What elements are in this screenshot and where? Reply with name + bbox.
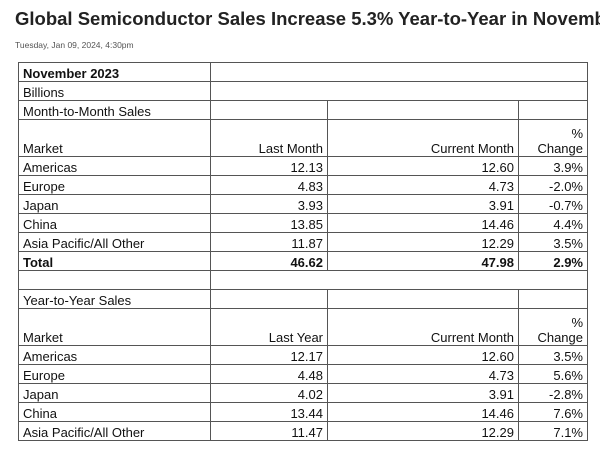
table-cell: 3.93: [210, 194, 328, 214]
table-row: Europe 4.83 4.73 -2.0%: [18, 175, 588, 195]
table-cell: Current Month: [327, 119, 519, 157]
table-cell: 13.44: [210, 402, 328, 422]
table-cell: 4.4%: [518, 213, 588, 233]
table-cell: 3.9%: [518, 156, 588, 176]
table-cell: 7.6%: [518, 402, 588, 422]
table-cell: 4.02: [210, 383, 328, 403]
table-row: Japan 3.93 3.91 -0.7%: [18, 194, 588, 214]
table-row: Americas 12.13 12.60 3.9%: [18, 156, 588, 176]
table-cell: China: [18, 213, 211, 233]
table-cell: 12.29: [327, 232, 519, 252]
table-cell: 4.83: [210, 175, 328, 195]
table-row: Month-to-Month Sales: [18, 100, 588, 120]
table-cell: 4.73: [327, 364, 519, 384]
table-cell: [518, 100, 588, 120]
table-cell: 12.17: [210, 345, 328, 365]
table-cell: [518, 289, 588, 309]
table-cell: China: [18, 402, 211, 422]
table-cell: Japan: [18, 194, 211, 214]
table-row: Total 46.62 47.98 2.9%: [18, 251, 588, 271]
table-cell: [210, 62, 588, 82]
table-cell: 14.46: [327, 213, 519, 233]
table-cell: [210, 270, 588, 290]
table-cell: 14.46: [327, 402, 519, 422]
table-cell: [210, 289, 328, 309]
table-cell: [210, 100, 328, 120]
table-row: China 13.44 14.46 7.6%: [18, 402, 588, 422]
table-cell: -2.8%: [518, 383, 588, 403]
table-row: [18, 270, 588, 290]
table-cell: 11.47: [210, 421, 328, 441]
table-row: Asia Pacific/All Other 11.87 12.29 3.5%: [18, 232, 588, 252]
table-cell: % Change: [518, 119, 588, 157]
table-row: Market Last Year Current Month% Change: [18, 308, 588, 346]
table-cell: Americas: [18, 156, 211, 176]
table-row: Japan 4.02 3.91 -2.8%: [18, 383, 588, 403]
table-cell: Year-to-Year Sales: [18, 289, 211, 309]
table-row: Year-to-Year Sales: [18, 289, 588, 309]
table-cell: 12.60: [327, 156, 519, 176]
table-cell: Market: [18, 119, 211, 157]
table-cell: November 2023: [18, 62, 211, 82]
table-row: November 2023: [18, 62, 588, 82]
table-row: Americas 12.17 12.60 3.5%: [18, 345, 588, 365]
sales-table: November 2023 Billions Month-to-Month Sale…: [18, 62, 588, 441]
table-row: Billions: [18, 81, 588, 101]
table-row: China 13.85 14.46 4.4%: [18, 213, 588, 233]
table-cell: % Change: [518, 308, 588, 346]
table-cell: Month-to-Month Sales: [18, 100, 211, 120]
table-cell: Current Month: [327, 308, 519, 346]
table-cell: Japan: [18, 383, 211, 403]
table-cell: Last Year: [210, 308, 328, 346]
table-row: Asia Pacific/All Other 11.47 12.29 7.1%: [18, 421, 588, 441]
table-cell: 47.98: [327, 251, 519, 271]
table-cell: -2.0%: [518, 175, 588, 195]
table-cell: 3.5%: [518, 345, 588, 365]
table-cell: [210, 81, 588, 101]
page-title: Global Semiconductor Sales Increase 5.3%…: [15, 8, 600, 29]
table-cell: [327, 100, 519, 120]
table-cell: 13.85: [210, 213, 328, 233]
table-cell: 2.9%: [518, 251, 588, 271]
table-cell: 3.5%: [518, 232, 588, 252]
table-cell: -0.7%: [518, 194, 588, 214]
table-cell: 3.91: [327, 194, 519, 214]
table-cell: Total: [18, 251, 211, 271]
table-cell: Europe: [18, 364, 211, 384]
table-body: November 2023 Billions Month-to-Month Sale…: [18, 62, 588, 441]
table-cell: 46.62: [210, 251, 328, 271]
table-cell: 12.13: [210, 156, 328, 176]
timestamp: Tuesday, Jan 09, 2024, 4:30pm: [15, 40, 134, 50]
table-cell: Europe: [18, 175, 211, 195]
table-cell: Billions: [18, 81, 211, 101]
table-cell: Market: [18, 308, 211, 346]
table-cell: [18, 270, 211, 290]
table-cell: Asia Pacific/All Other: [18, 421, 211, 441]
table-cell: 4.48: [210, 364, 328, 384]
table-cell: 12.60: [327, 345, 519, 365]
table-cell: Last Month: [210, 119, 328, 157]
table-cell: 4.73: [327, 175, 519, 195]
table-cell: Asia Pacific/All Other: [18, 232, 211, 252]
table-cell: 11.87: [210, 232, 328, 252]
table-cell: [327, 289, 519, 309]
table-cell: Americas: [18, 345, 211, 365]
table-row: Europe 4.48 4.73 5.6%: [18, 364, 588, 384]
table-cell: 3.91: [327, 383, 519, 403]
table-cell: 12.29: [327, 421, 519, 441]
table-cell: 7.1%: [518, 421, 588, 441]
table-row: Market Last Month Current Month% Change: [18, 119, 588, 157]
table-cell: 5.6%: [518, 364, 588, 384]
